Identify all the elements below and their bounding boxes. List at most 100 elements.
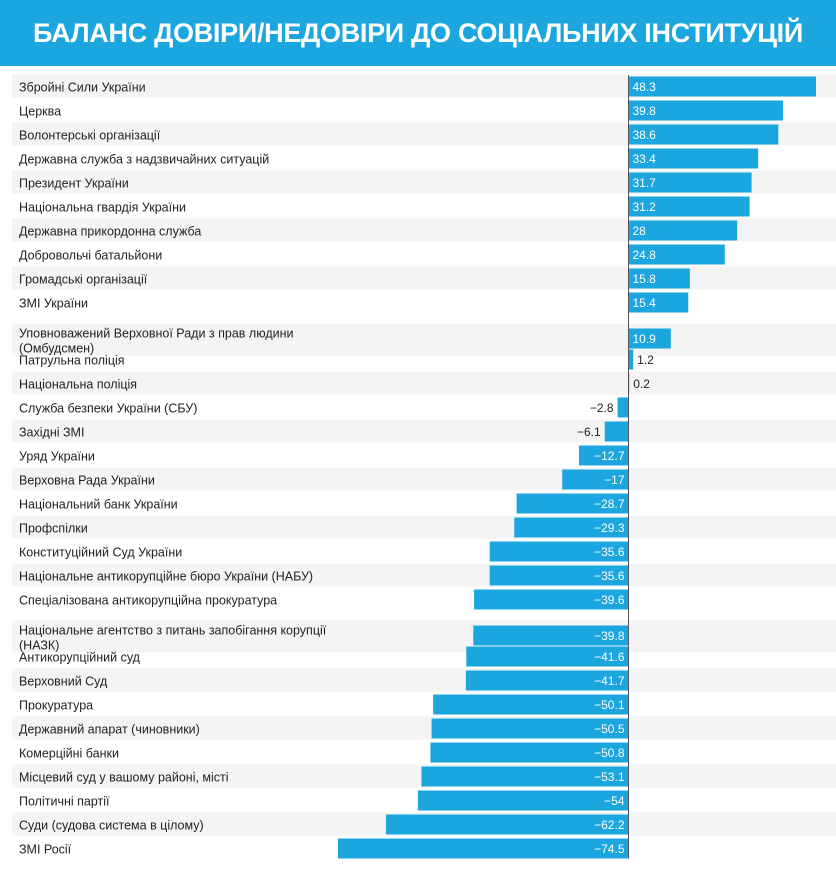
data-label: −17 — [604, 473, 625, 487]
data-label: −50.5 — [594, 722, 625, 736]
category-label: Антикорупційний суд — [19, 651, 141, 665]
category-label: Конституційний Суд України — [19, 546, 182, 560]
category-label: Профспілки — [19, 522, 88, 536]
bar — [628, 172, 752, 193]
bar — [628, 124, 779, 145]
category-label: Президент України — [19, 177, 129, 191]
category-label: Волонтерські організації — [19, 129, 161, 143]
data-label: 38.6 — [633, 128, 657, 142]
bar — [628, 268, 690, 289]
row-stripe — [12, 419, 836, 443]
bar — [628, 292, 689, 313]
data-label: 48.3 — [633, 80, 657, 94]
bar — [465, 670, 629, 691]
category-label: Комерційні банки — [19, 747, 119, 761]
bar — [338, 838, 629, 859]
row-stripe — [12, 515, 836, 539]
category-label: Національна гвардія України — [19, 201, 186, 215]
bar — [466, 646, 629, 667]
data-label: 39.8 — [633, 104, 657, 118]
category-label: Служба безпеки України (СБУ) — [19, 402, 197, 416]
category-label: Прокуратура — [19, 699, 93, 713]
bar — [514, 517, 629, 538]
bar — [578, 445, 629, 466]
data-label: −39.6 — [594, 593, 625, 607]
bar — [617, 397, 629, 418]
category-label: Добровольчі батальйони — [19, 249, 162, 263]
category-label: Верховна Рада України — [19, 474, 155, 488]
bar — [516, 493, 629, 514]
category-label: Національне антикорупційне бюро України … — [19, 570, 313, 584]
bar — [385, 814, 629, 835]
bar — [628, 244, 725, 265]
category-label: Західні ЗМІ — [19, 426, 84, 440]
bar — [628, 148, 759, 169]
data-label: −29.3 — [594, 521, 625, 535]
row-stripe — [12, 620, 836, 653]
data-label: −53.1 — [594, 770, 625, 784]
bar — [628, 349, 634, 370]
data-label: −12.7 — [594, 449, 625, 463]
data-label: −74.5 — [594, 842, 625, 856]
data-label: −41.6 — [594, 650, 625, 664]
data-label: 15.4 — [633, 296, 657, 310]
data-label: 31.2 — [633, 200, 657, 214]
bar — [433, 694, 629, 715]
category-label: Спеціалізована антикорупційна прокуратур… — [19, 594, 277, 608]
category-label: Збройні Сили України — [19, 81, 146, 95]
chart-title: БАЛАНС ДОВІРИ/НЕДОВІРИ ДО СОЦІАЛЬНИХ ІНС… — [33, 18, 803, 48]
bar — [628, 328, 671, 349]
row-stripe — [12, 323, 836, 356]
bar — [489, 541, 629, 562]
bar — [417, 790, 629, 811]
data-label: 0.2 — [633, 377, 650, 391]
bar — [628, 76, 816, 97]
data-label: −54 — [604, 794, 625, 808]
category-label: Громадські організації — [19, 273, 148, 287]
bar — [628, 196, 750, 217]
row-stripe — [12, 716, 836, 740]
data-label: 24.8 — [633, 248, 657, 262]
category-label: Політичні партії — [19, 795, 110, 809]
category-label: Державна служба з надзвичайних ситуацій — [19, 153, 269, 167]
bar — [562, 469, 629, 490]
category-label: Уповноважений Верховної Ради з прав люди… — [19, 327, 293, 356]
bar — [421, 766, 629, 787]
header-banner: БАЛАНС ДОВІРИ/НЕДОВІРИ ДО СОЦІАЛЬНИХ ІНС… — [0, 0, 836, 66]
row-stripe — [12, 371, 836, 395]
bar — [430, 742, 629, 763]
data-label: −6.1 — [577, 425, 601, 439]
category-label: Верховний Суд — [19, 675, 108, 689]
data-label: 10.9 — [633, 332, 657, 346]
data-label: −50.8 — [594, 746, 625, 760]
category-label: Національна поліція — [19, 378, 137, 392]
data-label: 1.2 — [637, 353, 654, 367]
data-label: −28.7 — [594, 497, 625, 511]
data-label: −50.1 — [594, 698, 625, 712]
data-label: 28 — [633, 224, 647, 238]
category-label: Патрульна поліція — [19, 354, 125, 368]
data-label: 33.4 — [633, 152, 657, 166]
category-label: Державний апарат (чиновники) — [19, 723, 200, 737]
bar — [489, 565, 629, 586]
row-stripe — [12, 467, 836, 491]
data-label: −2.8 — [590, 401, 614, 415]
data-label: 15.8 — [633, 272, 657, 286]
data-label: 31.7 — [633, 176, 657, 190]
bar — [431, 718, 629, 739]
category-label: Уряд України — [19, 450, 95, 464]
bar — [604, 421, 629, 442]
bar — [628, 220, 738, 241]
category-label: Суди (судова система в цілому) — [19, 819, 204, 833]
category-label: Державна прикордонна служба — [19, 225, 201, 239]
row-stripe — [12, 563, 836, 587]
data-label: −35.6 — [594, 545, 625, 559]
category-label: Місцевий суд у вашому районі, місті — [19, 771, 229, 785]
category-label: Церква — [19, 105, 61, 119]
category-label: Національний банк України — [19, 498, 178, 512]
data-label: −41.7 — [594, 674, 625, 688]
category-label: Національне агентство з питань запобіган… — [19, 624, 327, 653]
data-label: −62.2 — [594, 818, 625, 832]
data-label: −35.6 — [594, 569, 625, 583]
